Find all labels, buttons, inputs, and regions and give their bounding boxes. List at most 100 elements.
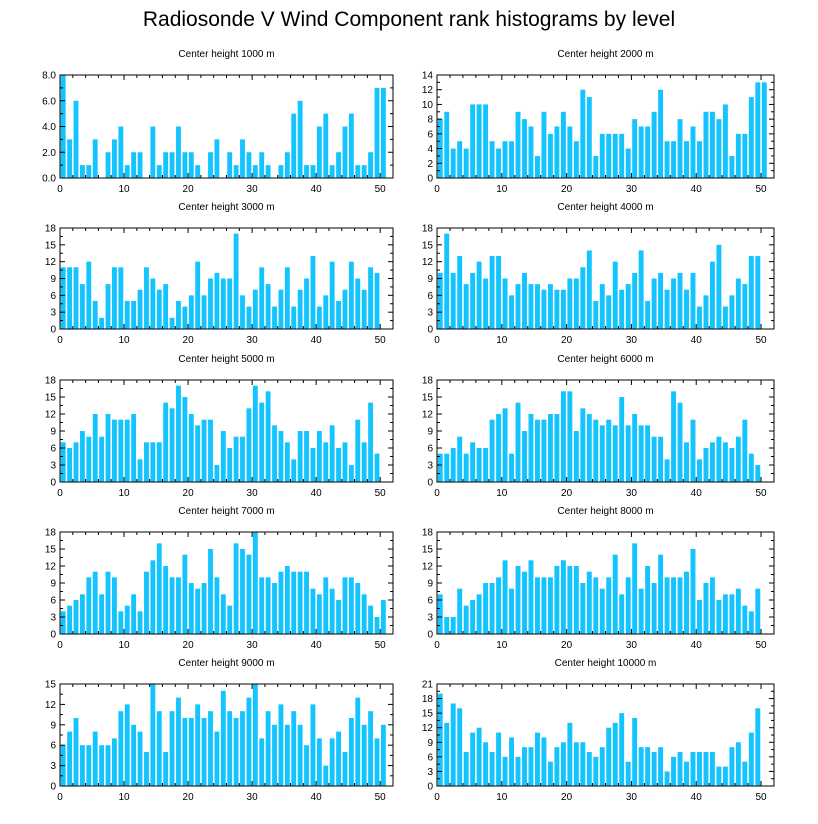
histogram-bar bbox=[291, 306, 297, 329]
histogram-bar bbox=[361, 165, 367, 179]
histogram-bar bbox=[73, 718, 79, 786]
histogram-bar bbox=[329, 738, 335, 786]
histogram-bar bbox=[265, 165, 271, 179]
histogram-bar bbox=[489, 583, 495, 634]
histogram-bar bbox=[124, 704, 130, 786]
y-tick-label: 6 bbox=[427, 596, 433, 607]
x-tick-label: 30 bbox=[247, 335, 259, 346]
histogram-bar bbox=[457, 588, 463, 634]
histogram-bar bbox=[86, 745, 92, 786]
histogram-bar bbox=[355, 697, 361, 786]
histogram-bar bbox=[73, 600, 79, 634]
histogram-bar bbox=[573, 742, 579, 786]
histogram-bar bbox=[156, 711, 162, 786]
histogram-bar bbox=[716, 766, 722, 786]
histogram-bar bbox=[541, 737, 547, 786]
histogram-bar bbox=[463, 605, 469, 634]
x-tick-label: 50 bbox=[375, 488, 387, 499]
histogram-bar bbox=[323, 113, 329, 179]
y-tick-label: 10 bbox=[422, 100, 434, 111]
histogram-bar bbox=[593, 300, 599, 329]
y-tick-label: 4.0 bbox=[42, 122, 56, 133]
histogram-bar bbox=[124, 605, 130, 634]
histogram-bar bbox=[742, 761, 748, 786]
histogram-bar bbox=[67, 731, 73, 786]
x-tick-label: 10 bbox=[496, 488, 508, 499]
x-tick-label: 40 bbox=[311, 335, 323, 346]
histogram-bar bbox=[316, 126, 322, 178]
histogram-bar bbox=[361, 289, 367, 329]
x-tick-label: 20 bbox=[561, 335, 573, 346]
histogram-bar bbox=[316, 594, 322, 634]
histogram-bar bbox=[638, 747, 644, 786]
histogram-bar bbox=[188, 718, 194, 786]
histogram-bar bbox=[658, 272, 664, 329]
y-tick-label: 9 bbox=[427, 738, 433, 749]
histogram-bar bbox=[240, 436, 245, 482]
x-tick-label: 40 bbox=[311, 792, 323, 803]
histogram-bar bbox=[489, 141, 495, 178]
y-tick-label: 12 bbox=[422, 410, 434, 421]
y-tick-label: 3 bbox=[427, 308, 433, 319]
histogram-bar bbox=[259, 402, 265, 482]
histogram-bar bbox=[509, 295, 514, 329]
histogram-bar bbox=[554, 289, 560, 329]
histogram-bar bbox=[99, 745, 105, 786]
histogram-bar bbox=[742, 419, 748, 482]
histogram-bar bbox=[697, 752, 702, 786]
histogram-bar bbox=[651, 436, 657, 482]
histogram-bar bbox=[534, 155, 540, 178]
histogram-bar bbox=[554, 566, 560, 634]
panel-title: Center height 7000 m bbox=[178, 506, 274, 517]
histogram-bar bbox=[742, 284, 748, 329]
histogram-bar bbox=[697, 141, 702, 178]
histogram-bar bbox=[625, 284, 631, 329]
histogram-bar bbox=[638, 126, 644, 178]
histogram-bar bbox=[297, 100, 303, 178]
histogram-bar bbox=[79, 745, 85, 786]
histogram-bar bbox=[201, 295, 207, 329]
histogram-bar bbox=[220, 431, 226, 482]
y-tick-label: 12 bbox=[422, 257, 434, 268]
y-tick-label: 3 bbox=[427, 461, 433, 472]
y-tick-label: 9 bbox=[427, 427, 433, 438]
histogram-bar bbox=[220, 278, 226, 329]
histogram-bar bbox=[755, 588, 761, 634]
histogram-bar bbox=[593, 756, 599, 786]
histogram-bar bbox=[567, 391, 573, 482]
histogram-bar bbox=[528, 414, 534, 482]
histogram-bar bbox=[329, 425, 335, 482]
histogram-bar bbox=[554, 414, 560, 482]
histogram-bar bbox=[368, 711, 374, 786]
histogram-bar bbox=[156, 165, 162, 179]
histogram-bar bbox=[742, 133, 748, 178]
x-tick-label: 30 bbox=[626, 488, 638, 499]
histogram-bar bbox=[528, 126, 534, 178]
histogram-bar bbox=[664, 577, 670, 634]
histogram-bar bbox=[496, 577, 502, 634]
histogram-bar bbox=[703, 583, 709, 634]
histogram-bar bbox=[463, 453, 469, 482]
histogram-bar bbox=[658, 436, 664, 482]
histogram-bar bbox=[284, 152, 290, 178]
histogram-bar bbox=[703, 111, 709, 178]
x-tick-label: 50 bbox=[755, 792, 767, 803]
histogram-bar bbox=[638, 588, 644, 634]
histogram-bar bbox=[310, 448, 316, 482]
histogram-bar bbox=[105, 571, 111, 634]
histogram-bar bbox=[515, 111, 521, 178]
histogram-bar bbox=[684, 442, 689, 482]
histogram-bar bbox=[457, 436, 463, 482]
histogram-bar bbox=[645, 425, 651, 482]
histogram-bar bbox=[374, 617, 380, 634]
histogram-bar bbox=[208, 152, 213, 178]
panel-title: Center height 1000 m bbox=[178, 49, 274, 60]
histogram-bar bbox=[252, 165, 258, 179]
histogram-bar bbox=[304, 745, 309, 786]
histogram-bar bbox=[722, 594, 728, 634]
y-tick-label: 6 bbox=[427, 444, 433, 455]
histogram-bar bbox=[246, 554, 252, 634]
histogram-bar bbox=[761, 82, 767, 178]
histogram-bar bbox=[580, 267, 586, 329]
